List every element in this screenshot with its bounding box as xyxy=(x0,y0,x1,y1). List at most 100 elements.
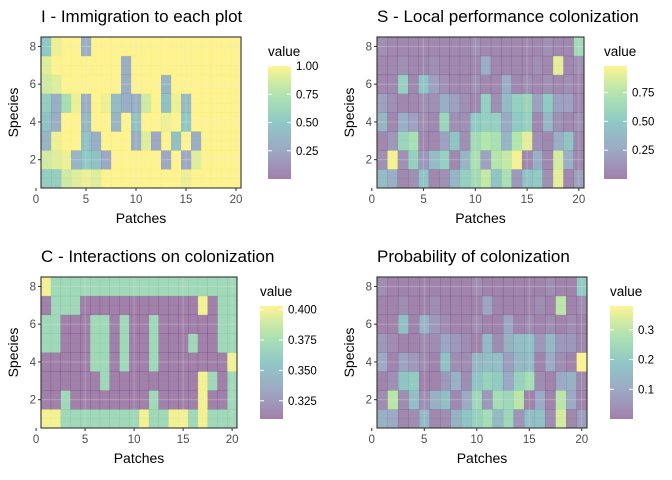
heatmap-tile xyxy=(408,74,419,94)
heatmap-tile xyxy=(503,277,514,297)
heatmap-tile xyxy=(80,390,91,410)
heatmap-tile xyxy=(418,37,430,57)
heatmap-tile xyxy=(129,409,140,429)
x-tick-label: 10 xyxy=(469,194,482,206)
heatmap-tile xyxy=(227,314,238,334)
heatmap-tile xyxy=(211,131,222,151)
heatmap-tile xyxy=(41,112,52,132)
heatmap-tile xyxy=(207,277,218,297)
heatmap-tile xyxy=(566,277,577,297)
legend-label: 0.75 xyxy=(632,88,654,100)
heatmap-tile xyxy=(201,37,212,57)
heatmap-tile xyxy=(139,352,150,372)
heatmap-tile xyxy=(387,352,399,372)
heatmap-tile xyxy=(131,131,142,151)
heatmap-tile xyxy=(90,333,101,353)
heatmap-tile xyxy=(71,150,82,170)
heatmap-tile xyxy=(377,295,388,316)
heatmap-tile xyxy=(141,37,152,57)
x-tick-label: 5 xyxy=(82,434,88,446)
heatmap-tile xyxy=(161,112,172,132)
heatmap-tile xyxy=(178,295,189,316)
heatmap-tile xyxy=(197,333,208,353)
heatmap-tile xyxy=(440,352,451,372)
heatmap-tile xyxy=(555,352,567,372)
legend-label: 0.50 xyxy=(632,116,654,128)
heatmap-tile xyxy=(217,352,228,372)
heatmap-tile xyxy=(545,352,556,372)
heatmap-tile xyxy=(503,390,514,410)
heatmap-tile xyxy=(482,409,493,429)
heatmap-tile xyxy=(524,409,535,429)
heatmap-tile xyxy=(503,352,514,372)
heatmap-tile xyxy=(41,277,52,297)
heatmap-tile xyxy=(377,277,388,297)
y-axis-title: Species xyxy=(5,328,21,378)
heatmap-tile xyxy=(377,112,388,132)
heatmap-tile xyxy=(91,131,102,151)
heatmap-tile xyxy=(471,352,483,372)
heatmap-tile xyxy=(397,55,409,76)
heatmap-tile xyxy=(221,74,232,94)
heatmap-tile xyxy=(41,314,52,334)
y-axis-title: Species xyxy=(341,88,357,138)
heatmap-tile xyxy=(109,371,120,391)
heatmap-tile xyxy=(450,352,462,372)
heatmap-tile xyxy=(513,371,525,391)
heatmap-tile xyxy=(60,352,71,372)
heatmap-tile xyxy=(188,390,199,410)
heatmap-tile xyxy=(524,314,535,334)
legend-label: 0.2 xyxy=(638,355,654,367)
heatmap-tile xyxy=(101,74,112,94)
heatmap-tile xyxy=(99,295,110,316)
heatmap-tile xyxy=(408,150,419,170)
heatmap-tile xyxy=(470,55,481,76)
y-tick-label: 4 xyxy=(30,357,37,369)
heatmap-tile xyxy=(470,37,481,57)
heatmap-tile xyxy=(231,93,242,113)
heatmap-tile xyxy=(513,409,525,429)
heatmap-tile xyxy=(542,37,554,57)
heatmap-tile xyxy=(511,112,523,132)
y-tick-label: 8 xyxy=(366,281,372,293)
heatmap-tile xyxy=(576,295,588,316)
heatmap-tile xyxy=(191,93,202,113)
heatmap-tile xyxy=(158,277,169,297)
heatmap-tile xyxy=(90,352,101,372)
heatmap-tile xyxy=(552,93,564,113)
heatmap-tile xyxy=(148,409,159,429)
heatmap-tile xyxy=(563,131,574,151)
heatmap-tile xyxy=(178,371,189,391)
heatmap-tile xyxy=(131,112,142,132)
heatmap-tile xyxy=(552,112,564,132)
heatmap-tile xyxy=(60,390,71,410)
heatmap-tile xyxy=(191,74,202,94)
heatmap-tile xyxy=(91,37,102,57)
y-tick-label: 2 xyxy=(30,395,36,407)
heatmap-tile xyxy=(161,37,172,57)
heatmap-tile xyxy=(90,390,101,410)
heatmap-tile xyxy=(555,314,567,334)
heatmap-tile xyxy=(201,55,212,76)
heatmap-tile xyxy=(197,371,208,391)
heatmap-tile xyxy=(387,131,398,151)
heatmap-tile xyxy=(231,169,242,189)
heatmap-tile xyxy=(161,150,172,170)
heatmap-tile xyxy=(480,37,492,57)
heatmap-tile xyxy=(71,37,82,57)
heatmap-panel-4: Probability of colonization 0 5 10 15 20 2 4 6 8 P… xyxy=(341,247,654,466)
heatmap-tile xyxy=(408,295,420,316)
heatmap-tile xyxy=(563,93,574,113)
heatmap-tile xyxy=(470,93,481,113)
heatmap-tile xyxy=(191,55,202,76)
heatmap-panel-2: S - Local performance colonization 0 5 10 15… xyxy=(341,7,654,226)
heatmap-tile xyxy=(429,390,441,410)
heatmap-tile xyxy=(201,112,212,132)
heatmap-tile xyxy=(70,352,81,372)
heatmap-tile xyxy=(501,150,512,170)
heatmap-tile xyxy=(109,409,120,429)
heatmap-tile xyxy=(418,93,430,113)
heatmap-tile xyxy=(480,55,492,76)
heatmap-tile xyxy=(191,37,202,57)
heatmap-tile xyxy=(121,131,132,151)
